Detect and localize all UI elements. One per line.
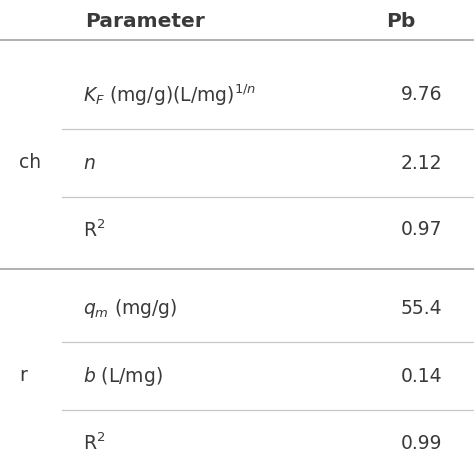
Text: $b$ (L/mg): $b$ (L/mg) xyxy=(83,365,163,388)
Text: $n$: $n$ xyxy=(83,154,96,173)
Text: R$^{2}$: R$^{2}$ xyxy=(83,219,105,241)
Text: R$^{2}$: R$^{2}$ xyxy=(83,432,105,454)
Text: 2.12: 2.12 xyxy=(401,154,442,173)
Text: 55.4: 55.4 xyxy=(401,299,442,318)
Text: 0.14: 0.14 xyxy=(401,367,442,386)
Text: ch: ch xyxy=(19,153,41,172)
Text: 0.99: 0.99 xyxy=(401,434,442,453)
Text: Parameter: Parameter xyxy=(85,12,204,31)
Text: 0.97: 0.97 xyxy=(401,220,442,239)
Text: Pb: Pb xyxy=(386,12,415,31)
Text: $q_m$ (mg/g): $q_m$ (mg/g) xyxy=(83,297,177,319)
Text: $K_F$ (mg/g)(L/mg)$^{1/n}$: $K_F$ (mg/g)(L/mg)$^{1/n}$ xyxy=(83,82,256,108)
Text: r: r xyxy=(19,366,27,385)
Text: 9.76: 9.76 xyxy=(401,85,442,104)
